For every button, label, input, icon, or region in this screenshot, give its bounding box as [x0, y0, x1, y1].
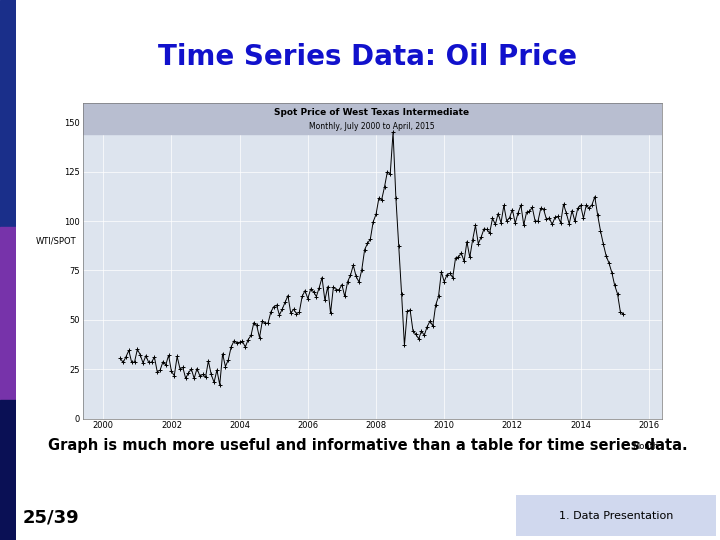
Bar [0, 400, 16, 540]
Text: Time Series Data: Oil Price: Time Series Data: Oil Price [158, 43, 577, 71]
Text: 25/39: 25/39 [23, 508, 79, 526]
Text: 1. Data Presentation: 1. Data Presentation [559, 511, 674, 521]
Bar [0, 227, 16, 400]
Text: Spot Price of West Texas Intermediate: Spot Price of West Texas Intermediate [274, 108, 469, 117]
Bar [0, 0, 16, 227]
Text: Graph is much more useful and informative than a table for time series data.: Graph is much more useful and informativ… [48, 438, 688, 453]
Text: Monthly, July 2000 to April, 2015: Monthly, July 2000 to April, 2015 [309, 122, 435, 131]
Text: Month: Month [633, 442, 659, 451]
Bar [516, 495, 716, 536]
Text: WTI/SPOT: WTI/SPOT [35, 237, 76, 245]
Bar [83, 103, 662, 134]
